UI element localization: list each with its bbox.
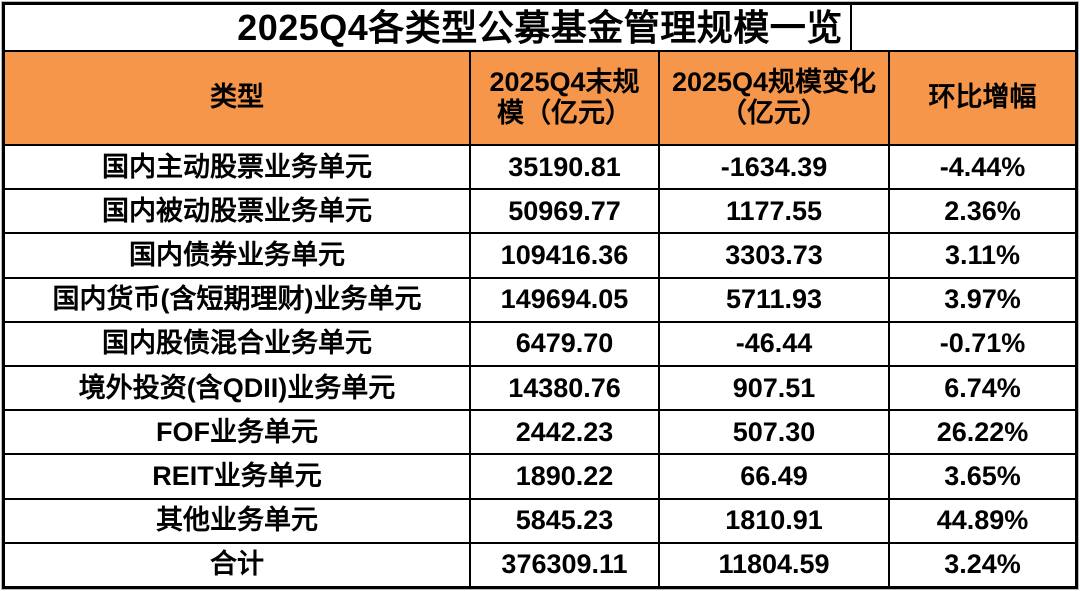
cell-scale: 35190.81 bbox=[471, 146, 658, 189]
cell-type: REIT业务单元 bbox=[5, 455, 469, 498]
cell-pct: 6.74% bbox=[890, 367, 1075, 410]
column-header-change: 2025Q4规模变化（亿元） bbox=[660, 52, 888, 144]
cell-type: 国内货币(含短期理财)业务单元 bbox=[5, 278, 469, 321]
cell-scale: 2442.23 bbox=[471, 411, 658, 454]
cell-scale: 376309.11 bbox=[471, 543, 658, 586]
cell-scale: 5845.23 bbox=[471, 499, 658, 542]
column-header-type: 类型 bbox=[5, 52, 469, 144]
cell-pct: 2.36% bbox=[890, 190, 1075, 233]
cell-change: -46.44 bbox=[660, 322, 888, 365]
cell-change: 66.49 bbox=[660, 455, 888, 498]
column-header-pct: 环比增幅 bbox=[890, 52, 1075, 144]
cell-pct: 3.97% bbox=[890, 278, 1075, 321]
cell-scale: 6479.70 bbox=[471, 322, 658, 365]
cell-type: 其他业务单元 bbox=[5, 499, 469, 542]
cell-change: 1177.55 bbox=[660, 190, 888, 233]
table-grid: 2025Q4各类型公募基金管理规模一览 类型 2025Q4末规模（亿元） 202… bbox=[5, 5, 1075, 586]
cell-type: FOF业务单元 bbox=[5, 411, 469, 454]
cell-pct: -0.71% bbox=[890, 322, 1075, 365]
cell-pct: 3.24% bbox=[890, 543, 1075, 586]
cell-scale: 109416.36 bbox=[471, 234, 658, 277]
cell-change: 3303.73 bbox=[660, 234, 888, 277]
cell-type: 合计 bbox=[5, 543, 469, 586]
column-header-scale: 2025Q4末规模（亿元） bbox=[471, 52, 658, 144]
cell-change: 11804.59 bbox=[660, 543, 888, 586]
cell-scale: 149694.05 bbox=[471, 278, 658, 321]
cell-change: 907.51 bbox=[660, 367, 888, 410]
cell-change: -1634.39 bbox=[660, 146, 888, 189]
cell-scale: 1890.22 bbox=[471, 455, 658, 498]
cell-type: 国内债券业务单元 bbox=[5, 234, 469, 277]
cell-type: 国内主动股票业务单元 bbox=[5, 146, 469, 189]
cell-pct: -4.44% bbox=[890, 146, 1075, 189]
cell-change: 507.30 bbox=[660, 411, 888, 454]
cell-change: 5711.93 bbox=[660, 278, 888, 321]
cell-type: 境外投资(含QDII)业务单元 bbox=[5, 367, 469, 410]
cell-pct: 26.22% bbox=[890, 411, 1075, 454]
cell-change: 1810.91 bbox=[660, 499, 888, 542]
cell-pct: 3.65% bbox=[890, 455, 1075, 498]
cell-type: 国内股债混合业务单元 bbox=[5, 322, 469, 365]
title-divider-line bbox=[850, 5, 852, 50]
cell-scale: 14380.76 bbox=[471, 367, 658, 410]
cell-pct: 3.11% bbox=[890, 234, 1075, 277]
cell-type: 国内被动股票业务单元 bbox=[5, 190, 469, 233]
table-title-text: 2025Q4各类型公募基金管理规模一览 bbox=[237, 6, 843, 48]
table-title: 2025Q4各类型公募基金管理规模一览 bbox=[5, 5, 1075, 50]
cell-scale: 50969.77 bbox=[471, 190, 658, 233]
cell-pct: 44.89% bbox=[890, 499, 1075, 542]
